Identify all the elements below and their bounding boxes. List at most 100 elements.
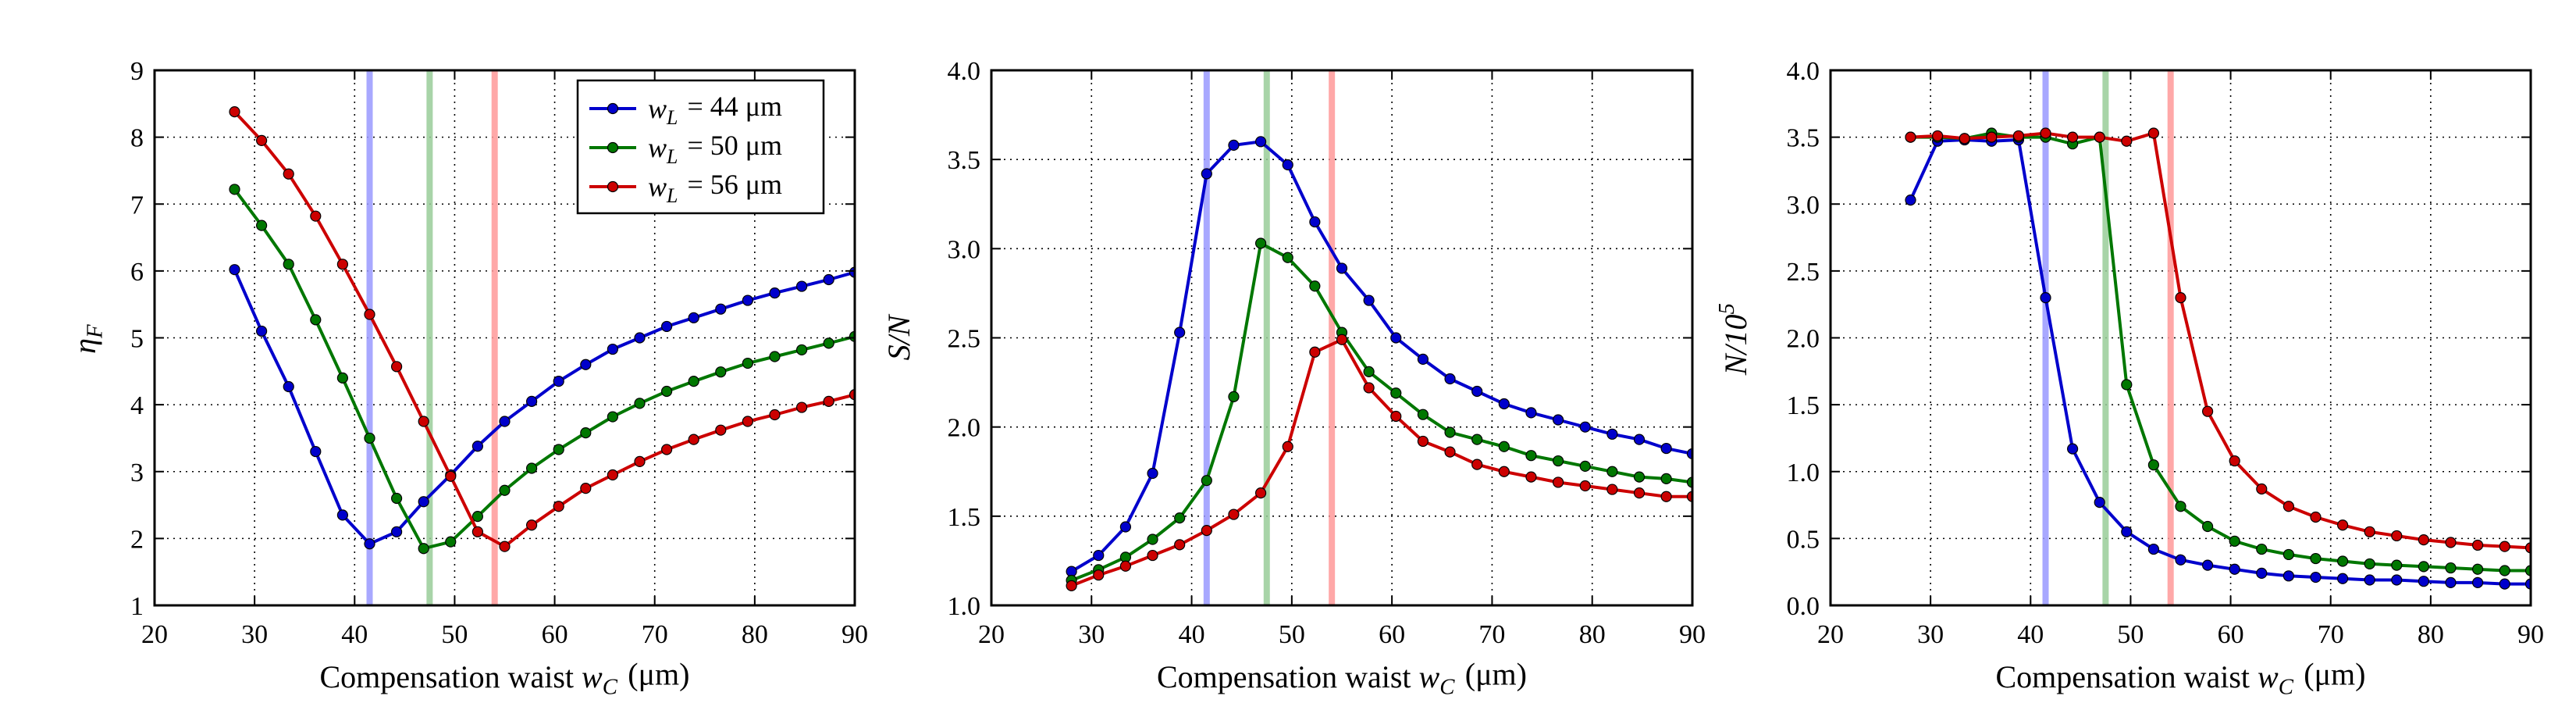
y-tick-label: 1.0 [1787,459,1820,487]
data-point [1363,382,1375,394]
x-tick-label: 30 [241,620,268,649]
data-point [1201,524,1212,537]
data-point [715,366,727,378]
data-point [418,496,429,508]
data-point [2229,455,2240,467]
data-point [2499,578,2510,590]
data-point [2147,127,2160,139]
data-point [471,441,484,452]
data-point [1336,262,1348,274]
series-line [1070,140,1692,573]
data-point [1606,428,1618,440]
data-point [1282,159,1293,171]
y-tick-label: 0.0 [1787,592,1820,621]
data-point [525,462,538,474]
x-tick-label: 60 [542,620,568,649]
x-tick-label: 20 [1817,620,1844,649]
data-point [1525,407,1537,419]
data-point [1201,475,1212,487]
x-axis-label: Compensation waist wC (μm) [320,657,690,700]
y-tick-label: 4 [130,391,144,420]
data-point [1471,434,1483,445]
x-tick-label: 80 [1579,620,1606,649]
data-point [445,536,457,548]
series-2 [1905,127,2531,554]
data-point [1147,549,1158,562]
y-tick-label: 3.0 [948,235,981,264]
data-point [499,416,511,427]
data-point [2336,573,2349,584]
y-tick-label: 4.0 [948,57,981,86]
data-point [445,470,457,482]
data-point [742,357,753,369]
data-point [1254,237,1267,249]
data-point [1254,487,1267,499]
data-point [1498,441,1510,452]
data-point [715,303,727,315]
data-point [660,444,673,455]
data-point [2364,526,2375,537]
data-point [2418,561,2429,573]
data-point [2256,483,2268,495]
data-point [2175,292,2186,304]
data-point [1174,512,1186,524]
data-point [310,314,322,326]
x-tick-label: 80 [742,620,768,649]
series-0 [1066,136,1692,577]
data-point [795,401,808,413]
data-point [1390,410,1402,423]
data-point [2121,135,2133,147]
data-point [1093,569,1105,581]
data-point [1390,387,1402,399]
data-point [391,526,403,537]
data-point [310,210,322,222]
data-point [1174,539,1186,551]
y-tick-label: 7 [130,191,144,219]
y-tick-label: 2.5 [948,325,981,354]
data-point [2121,379,2133,391]
data-point [2282,548,2294,561]
data-point [634,332,646,344]
y-axis-label: S/N [881,313,916,360]
data-point [1228,509,1240,520]
y-tick-label: 4.0 [1787,57,1820,86]
data-point [742,294,753,306]
x-tick-label: 70 [1478,620,1505,649]
data-point [688,376,699,387]
legend-entry: wL = 44 μm [648,91,782,129]
legend-entry: wL = 56 μm [648,169,782,207]
data-point [1174,327,1186,338]
series-0 [229,264,855,550]
y-tick-label: 8 [130,124,144,153]
data-point [1579,460,1591,473]
data-point [2175,554,2186,566]
data-point [1282,252,1293,263]
data-point [688,312,699,323]
y-axis-label: N/105 [1714,301,1758,376]
data-point [471,511,484,523]
data-point [2229,563,2240,575]
data-point [2471,539,2484,551]
x-tick-label: 90 [2517,620,2544,649]
series-1 [1905,127,2531,576]
data-point [1660,442,1672,455]
x-tick-label: 90 [841,620,868,649]
series-2 [229,105,855,552]
data-point [2040,292,2051,304]
data-point [1660,491,1672,502]
x-tick-label: 60 [2218,620,2244,649]
data-point [2418,533,2429,546]
data-point [1986,131,1998,143]
data-point [2499,541,2510,552]
legend-entry: wL = 50 μm [648,130,782,168]
data-point [849,389,855,401]
data-point [2040,127,2051,139]
data-point [553,376,564,387]
data-point [1201,168,1212,180]
data-point [1932,130,1944,142]
data-point [769,409,781,421]
y-tick-label: 3.0 [1787,191,1820,219]
data-point [2336,519,2349,531]
data-point [1633,434,1646,445]
